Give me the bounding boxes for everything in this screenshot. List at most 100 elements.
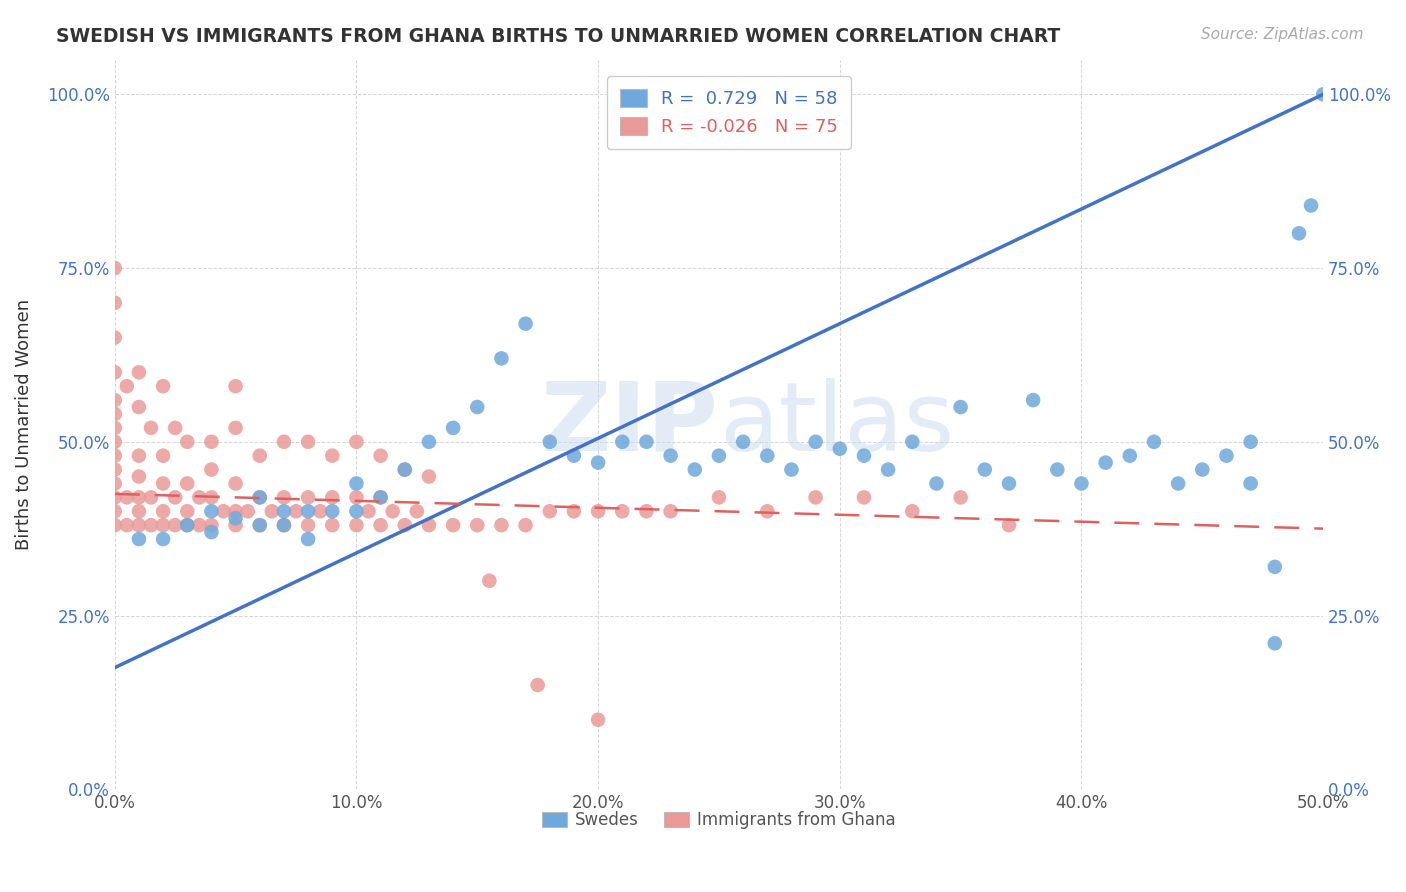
Point bbox=[200, 518, 222, 533]
Text: Source: ZipAtlas.com: Source: ZipAtlas.com bbox=[1201, 27, 1364, 42]
Point bbox=[200, 462, 222, 476]
Point bbox=[128, 504, 150, 518]
Point bbox=[1288, 227, 1310, 241]
Point bbox=[1191, 462, 1213, 476]
Point bbox=[538, 434, 561, 449]
Point bbox=[104, 407, 127, 421]
Point bbox=[441, 518, 464, 533]
Point bbox=[128, 449, 150, 463]
Point bbox=[165, 518, 187, 533]
Point bbox=[346, 518, 368, 533]
Point bbox=[104, 295, 127, 310]
Point bbox=[200, 525, 222, 540]
Point bbox=[115, 518, 138, 533]
Point bbox=[636, 504, 658, 518]
Point bbox=[297, 491, 319, 505]
Point bbox=[225, 476, 247, 491]
Point bbox=[176, 434, 198, 449]
Point bbox=[780, 462, 803, 476]
Point bbox=[285, 504, 308, 518]
Point bbox=[249, 491, 271, 505]
Point bbox=[852, 491, 875, 505]
Point bbox=[538, 504, 561, 518]
Point bbox=[1312, 87, 1334, 102]
Point bbox=[139, 421, 162, 435]
Point bbox=[249, 491, 271, 505]
Point bbox=[370, 518, 392, 533]
Point bbox=[104, 330, 127, 344]
Point bbox=[1215, 449, 1237, 463]
Point bbox=[370, 491, 392, 505]
Point bbox=[128, 469, 150, 483]
Point bbox=[225, 504, 247, 518]
Text: ZIP: ZIP bbox=[541, 378, 718, 471]
Point bbox=[128, 532, 150, 546]
Point bbox=[273, 491, 295, 505]
Point bbox=[1299, 198, 1322, 212]
Point bbox=[491, 351, 513, 366]
Point bbox=[877, 462, 900, 476]
Point bbox=[104, 261, 127, 276]
Point bbox=[321, 449, 343, 463]
Point bbox=[176, 518, 198, 533]
Point bbox=[128, 365, 150, 379]
Point bbox=[901, 434, 924, 449]
Point bbox=[1264, 636, 1286, 650]
Point bbox=[418, 434, 440, 449]
Point bbox=[586, 504, 609, 518]
Point bbox=[478, 574, 501, 588]
Point bbox=[441, 421, 464, 435]
Point bbox=[659, 504, 682, 518]
Point bbox=[297, 434, 319, 449]
Point bbox=[212, 504, 235, 518]
Point bbox=[225, 511, 247, 525]
Point bbox=[273, 518, 295, 533]
Point bbox=[188, 518, 211, 533]
Point bbox=[249, 518, 271, 533]
Point bbox=[104, 518, 127, 533]
Point bbox=[225, 379, 247, 393]
Point bbox=[297, 504, 319, 518]
Point bbox=[200, 434, 222, 449]
Point bbox=[176, 518, 198, 533]
Point bbox=[346, 504, 368, 518]
Point bbox=[260, 504, 283, 518]
Point bbox=[828, 442, 851, 456]
Point bbox=[104, 434, 127, 449]
Point bbox=[104, 393, 127, 408]
Point bbox=[128, 400, 150, 414]
Point bbox=[273, 434, 295, 449]
Text: SWEDISH VS IMMIGRANTS FROM GHANA BIRTHS TO UNMARRIED WOMEN CORRELATION CHART: SWEDISH VS IMMIGRANTS FROM GHANA BIRTHS … bbox=[56, 27, 1060, 45]
Point bbox=[128, 491, 150, 505]
Point bbox=[273, 504, 295, 518]
Point bbox=[465, 518, 488, 533]
Point bbox=[152, 532, 174, 546]
Point bbox=[707, 449, 730, 463]
Point bbox=[418, 469, 440, 483]
Point bbox=[152, 449, 174, 463]
Point bbox=[1143, 434, 1166, 449]
Point bbox=[115, 491, 138, 505]
Point bbox=[321, 504, 343, 518]
Point bbox=[612, 504, 634, 518]
Point bbox=[297, 532, 319, 546]
Point bbox=[901, 504, 924, 518]
Point bbox=[1119, 449, 1142, 463]
Point bbox=[104, 476, 127, 491]
Point bbox=[465, 400, 488, 414]
Point bbox=[1264, 559, 1286, 574]
Point bbox=[225, 518, 247, 533]
Point bbox=[612, 434, 634, 449]
Point bbox=[225, 421, 247, 435]
Point bbox=[249, 518, 271, 533]
Point bbox=[104, 421, 127, 435]
Point bbox=[273, 518, 295, 533]
Point bbox=[139, 518, 162, 533]
Point bbox=[1022, 393, 1045, 408]
Point bbox=[1167, 476, 1189, 491]
Point bbox=[1239, 476, 1261, 491]
Point bbox=[321, 518, 343, 533]
Point bbox=[104, 449, 127, 463]
Point bbox=[297, 518, 319, 533]
Point bbox=[562, 449, 585, 463]
